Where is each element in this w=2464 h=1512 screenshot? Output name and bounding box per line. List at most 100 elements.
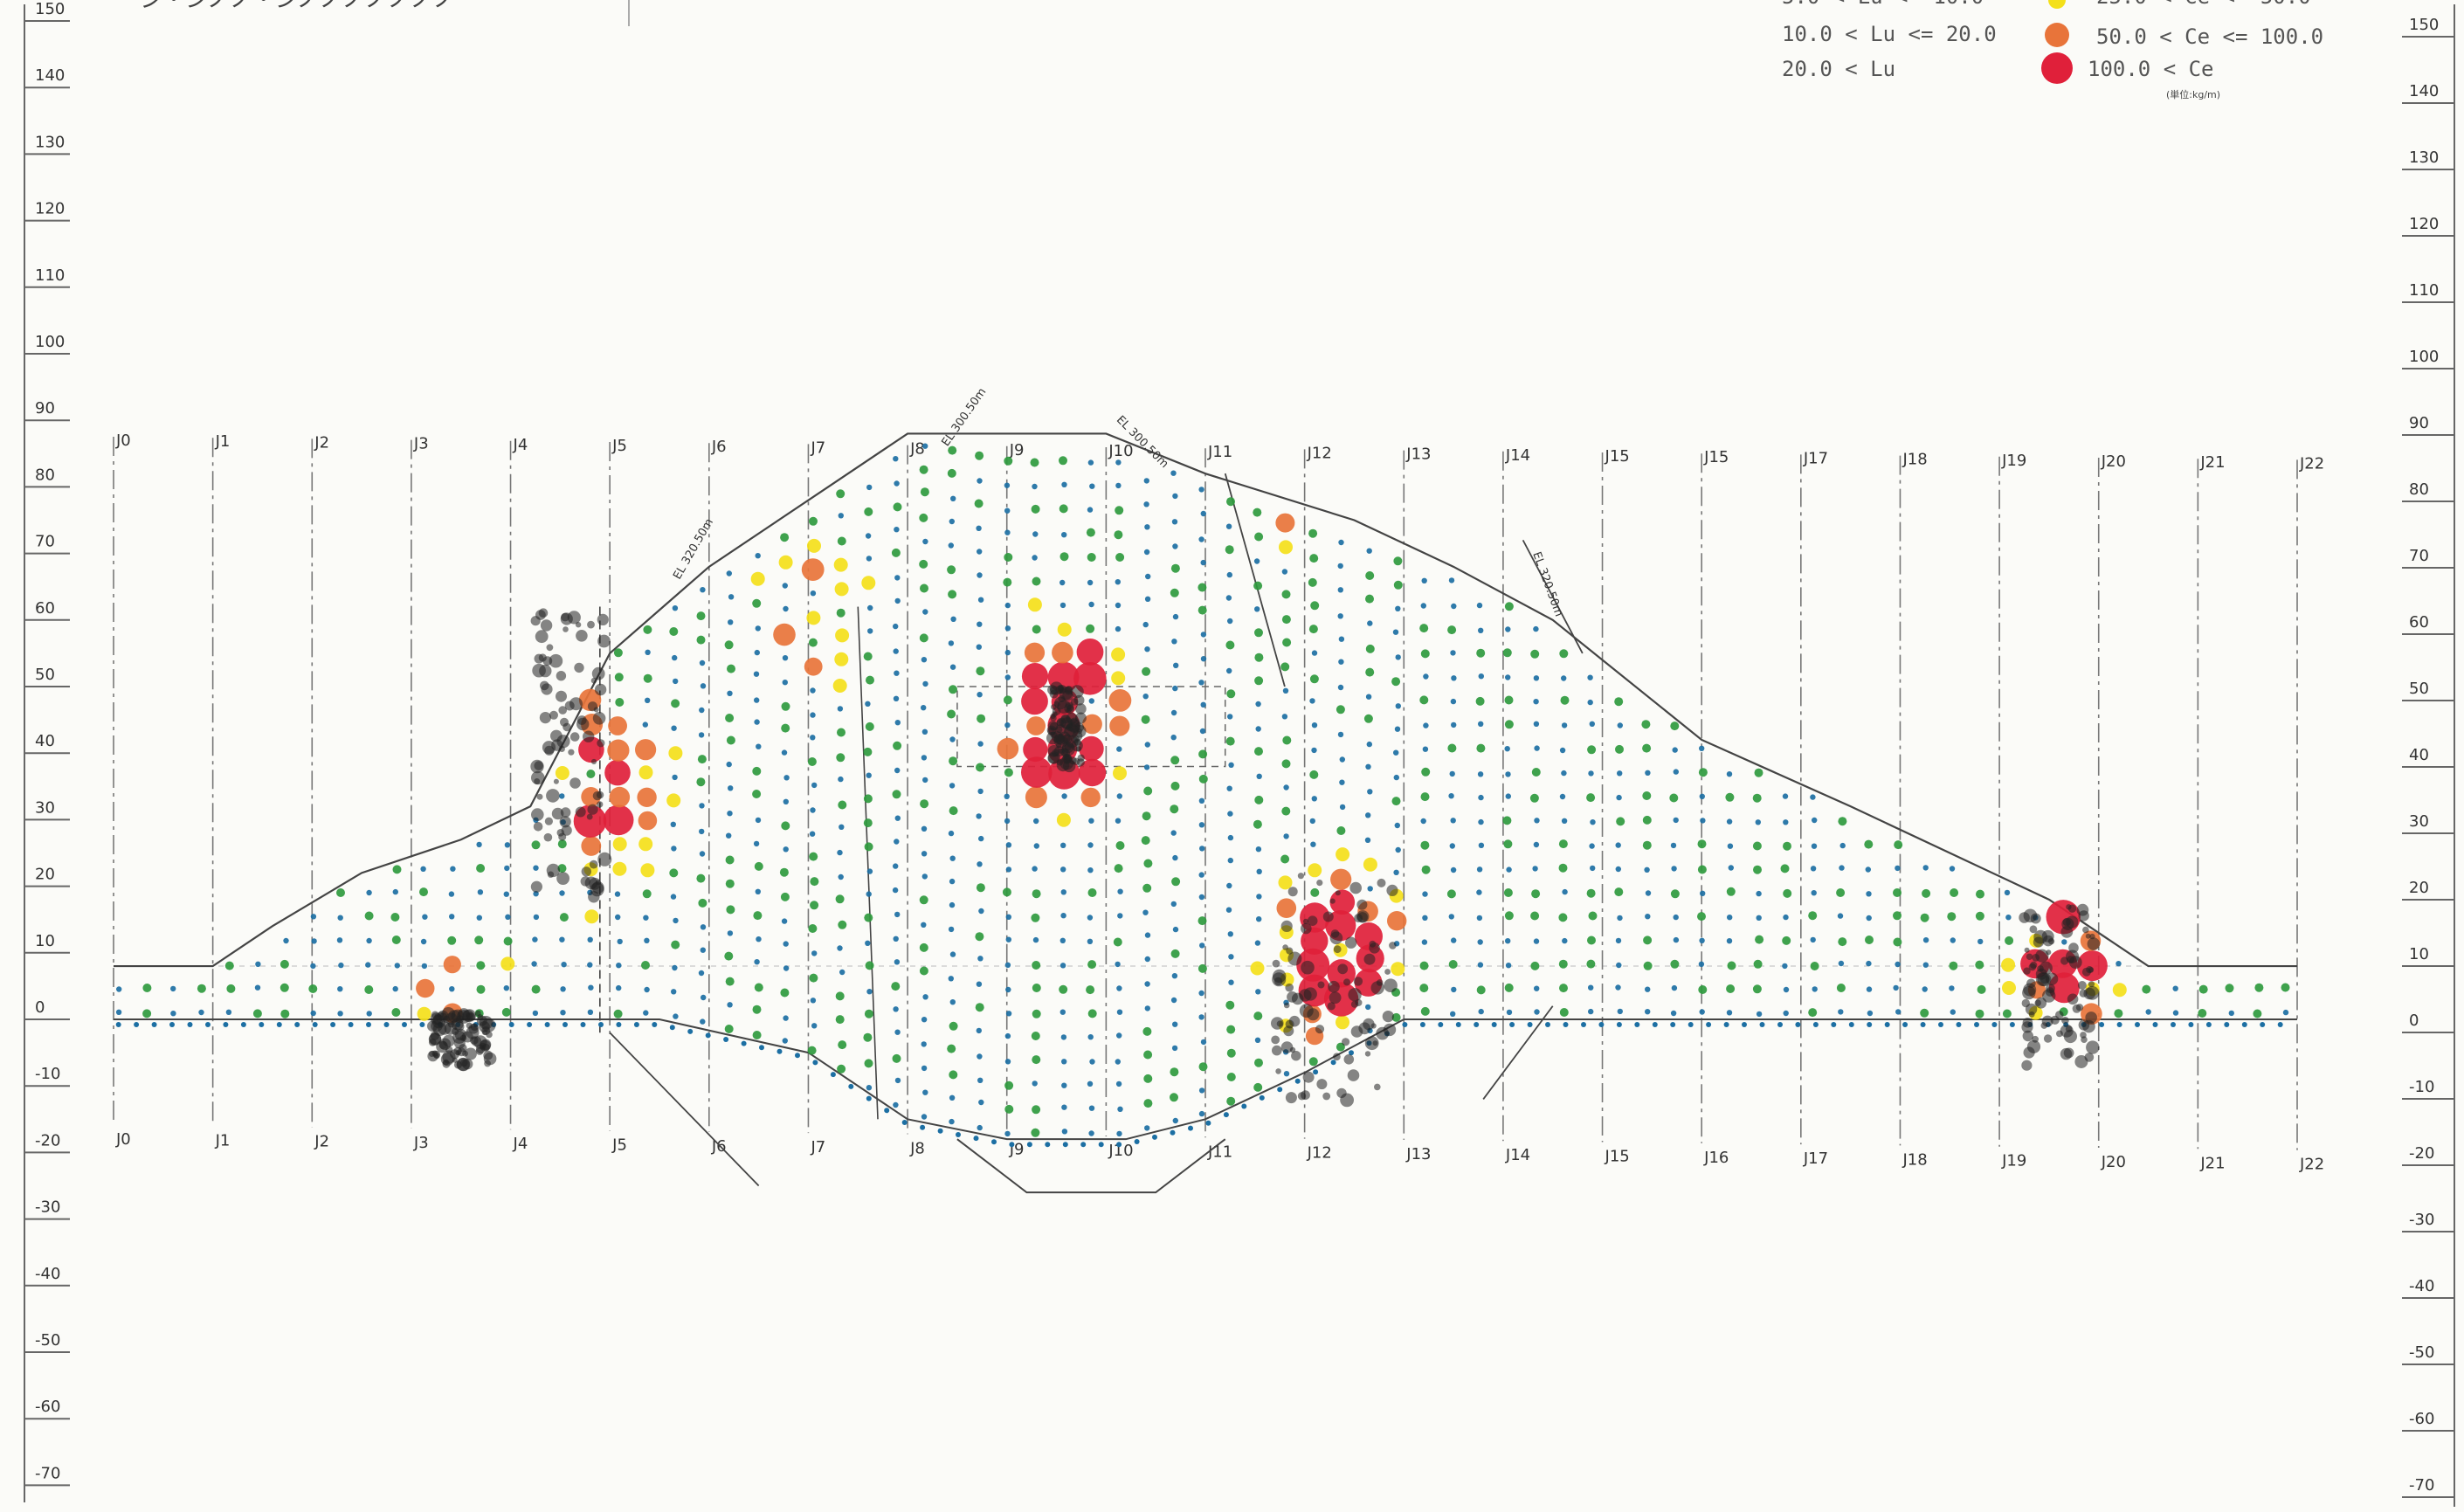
grout-point bbox=[866, 533, 871, 538]
grout-point bbox=[950, 951, 956, 956]
grout-point bbox=[2005, 890, 2010, 895]
grout-point bbox=[1173, 663, 1178, 668]
cutoff-outline bbox=[957, 1139, 1225, 1192]
dark-cluster-mark bbox=[588, 701, 597, 711]
grout-point bbox=[728, 619, 733, 625]
grout-point bbox=[1142, 715, 1150, 724]
grout-point bbox=[1061, 482, 1066, 487]
foundation-point bbox=[277, 1022, 282, 1027]
foundation-point bbox=[991, 1139, 997, 1144]
dark-cluster-mark bbox=[2022, 986, 2035, 999]
grout-point bbox=[421, 939, 426, 944]
grout-point bbox=[1396, 703, 1401, 708]
grout-point bbox=[1505, 602, 1514, 611]
grout-point bbox=[1143, 501, 1149, 507]
dark-cluster-mark bbox=[588, 804, 598, 815]
grout-point bbox=[1225, 1001, 1234, 1010]
grout-point bbox=[1052, 642, 1073, 664]
grout-point bbox=[1254, 628, 1263, 637]
grout-point bbox=[1025, 643, 1045, 663]
dark-cluster-mark bbox=[2037, 965, 2044, 972]
grout-point bbox=[673, 679, 678, 684]
grout-point bbox=[1115, 506, 1123, 514]
grout-point bbox=[1422, 939, 1427, 944]
grout-point bbox=[1451, 867, 1456, 873]
dark-cluster-mark bbox=[590, 860, 598, 869]
grout-point bbox=[116, 1010, 121, 1015]
grout-point bbox=[1561, 770, 1566, 776]
grout-point bbox=[724, 952, 733, 961]
grout-point bbox=[1225, 545, 1234, 554]
dark-cluster-mark bbox=[1076, 746, 1081, 751]
dark-cluster-mark bbox=[2085, 1011, 2097, 1024]
grout-point bbox=[558, 839, 567, 848]
dark-cluster-mark bbox=[2077, 904, 2089, 916]
dark-cluster-mark bbox=[542, 656, 552, 666]
grout-point bbox=[1117, 1107, 1122, 1112]
right-tick-label: 20 bbox=[2409, 879, 2429, 897]
dark-cluster-mark bbox=[1073, 731, 1083, 742]
grout-point bbox=[727, 570, 732, 576]
dark-cluster-mark bbox=[1333, 1053, 1341, 1060]
grout-point bbox=[756, 553, 761, 558]
grout-point bbox=[1199, 872, 1204, 877]
dark-cluster-mark bbox=[554, 779, 559, 784]
foundation-point bbox=[1456, 1022, 1461, 1027]
grout-point bbox=[1588, 700, 1593, 705]
foundation-point bbox=[581, 1022, 586, 1027]
grout-point bbox=[948, 590, 956, 598]
grout-point bbox=[780, 868, 789, 877]
grout-point bbox=[804, 658, 823, 676]
grout-point bbox=[839, 970, 845, 975]
grout-point bbox=[615, 891, 620, 896]
grout-point bbox=[978, 908, 984, 914]
grout-point bbox=[635, 739, 656, 760]
grout-point bbox=[1170, 1093, 1178, 1101]
grout-point bbox=[2114, 1009, 2122, 1018]
dark-cluster-mark bbox=[534, 822, 543, 832]
grout-point bbox=[1532, 866, 1537, 871]
grout-point bbox=[811, 783, 817, 788]
dark-cluster-mark bbox=[1389, 942, 1397, 949]
grout-point bbox=[1615, 984, 1620, 990]
foundation-point bbox=[1045, 1142, 1050, 1147]
grout-point bbox=[754, 959, 759, 964]
grout-point bbox=[1478, 628, 1483, 633]
grout-point bbox=[752, 599, 761, 608]
grout-point bbox=[1226, 668, 1232, 673]
grout-point bbox=[1339, 637, 1344, 642]
grout-point bbox=[976, 763, 984, 772]
grout-point bbox=[1310, 888, 1319, 897]
grout-point bbox=[1022, 663, 1048, 689]
dark-cluster-mark bbox=[1290, 1047, 1295, 1053]
grout-point bbox=[975, 452, 984, 460]
grout-point bbox=[1003, 887, 1011, 896]
grout-point bbox=[225, 962, 234, 970]
grout-point bbox=[836, 1015, 845, 1024]
grout-point bbox=[1028, 597, 1042, 611]
grout-point bbox=[2115, 961, 2121, 966]
grout-point bbox=[673, 1013, 678, 1018]
grout-point bbox=[1061, 1059, 1066, 1064]
dark-cluster-mark bbox=[2068, 942, 2079, 953]
grout-point bbox=[809, 517, 818, 526]
grout-point bbox=[1727, 887, 1736, 896]
grout-point bbox=[1727, 915, 1732, 920]
grout-point bbox=[1086, 985, 1094, 994]
grout-point bbox=[1033, 937, 1039, 942]
grout-point bbox=[1228, 835, 1233, 840]
grout-point bbox=[1081, 788, 1101, 807]
dark-cluster-mark bbox=[1330, 899, 1336, 904]
grout-point bbox=[808, 757, 817, 766]
left-tick-label: 120 bbox=[35, 200, 65, 218]
grout-point bbox=[1783, 915, 1788, 920]
grout-point bbox=[783, 606, 788, 611]
station-label-bottom: J4 bbox=[513, 1135, 528, 1153]
grout-point bbox=[1116, 1131, 1122, 1136]
dark-cluster-mark bbox=[2042, 1016, 2053, 1027]
foundation-point bbox=[1402, 1022, 1407, 1027]
dark-cluster-mark bbox=[530, 760, 543, 773]
left-tick-label: -30 bbox=[35, 1198, 60, 1217]
dark-cluster-mark bbox=[2067, 956, 2074, 963]
grout-point bbox=[1671, 889, 1680, 898]
